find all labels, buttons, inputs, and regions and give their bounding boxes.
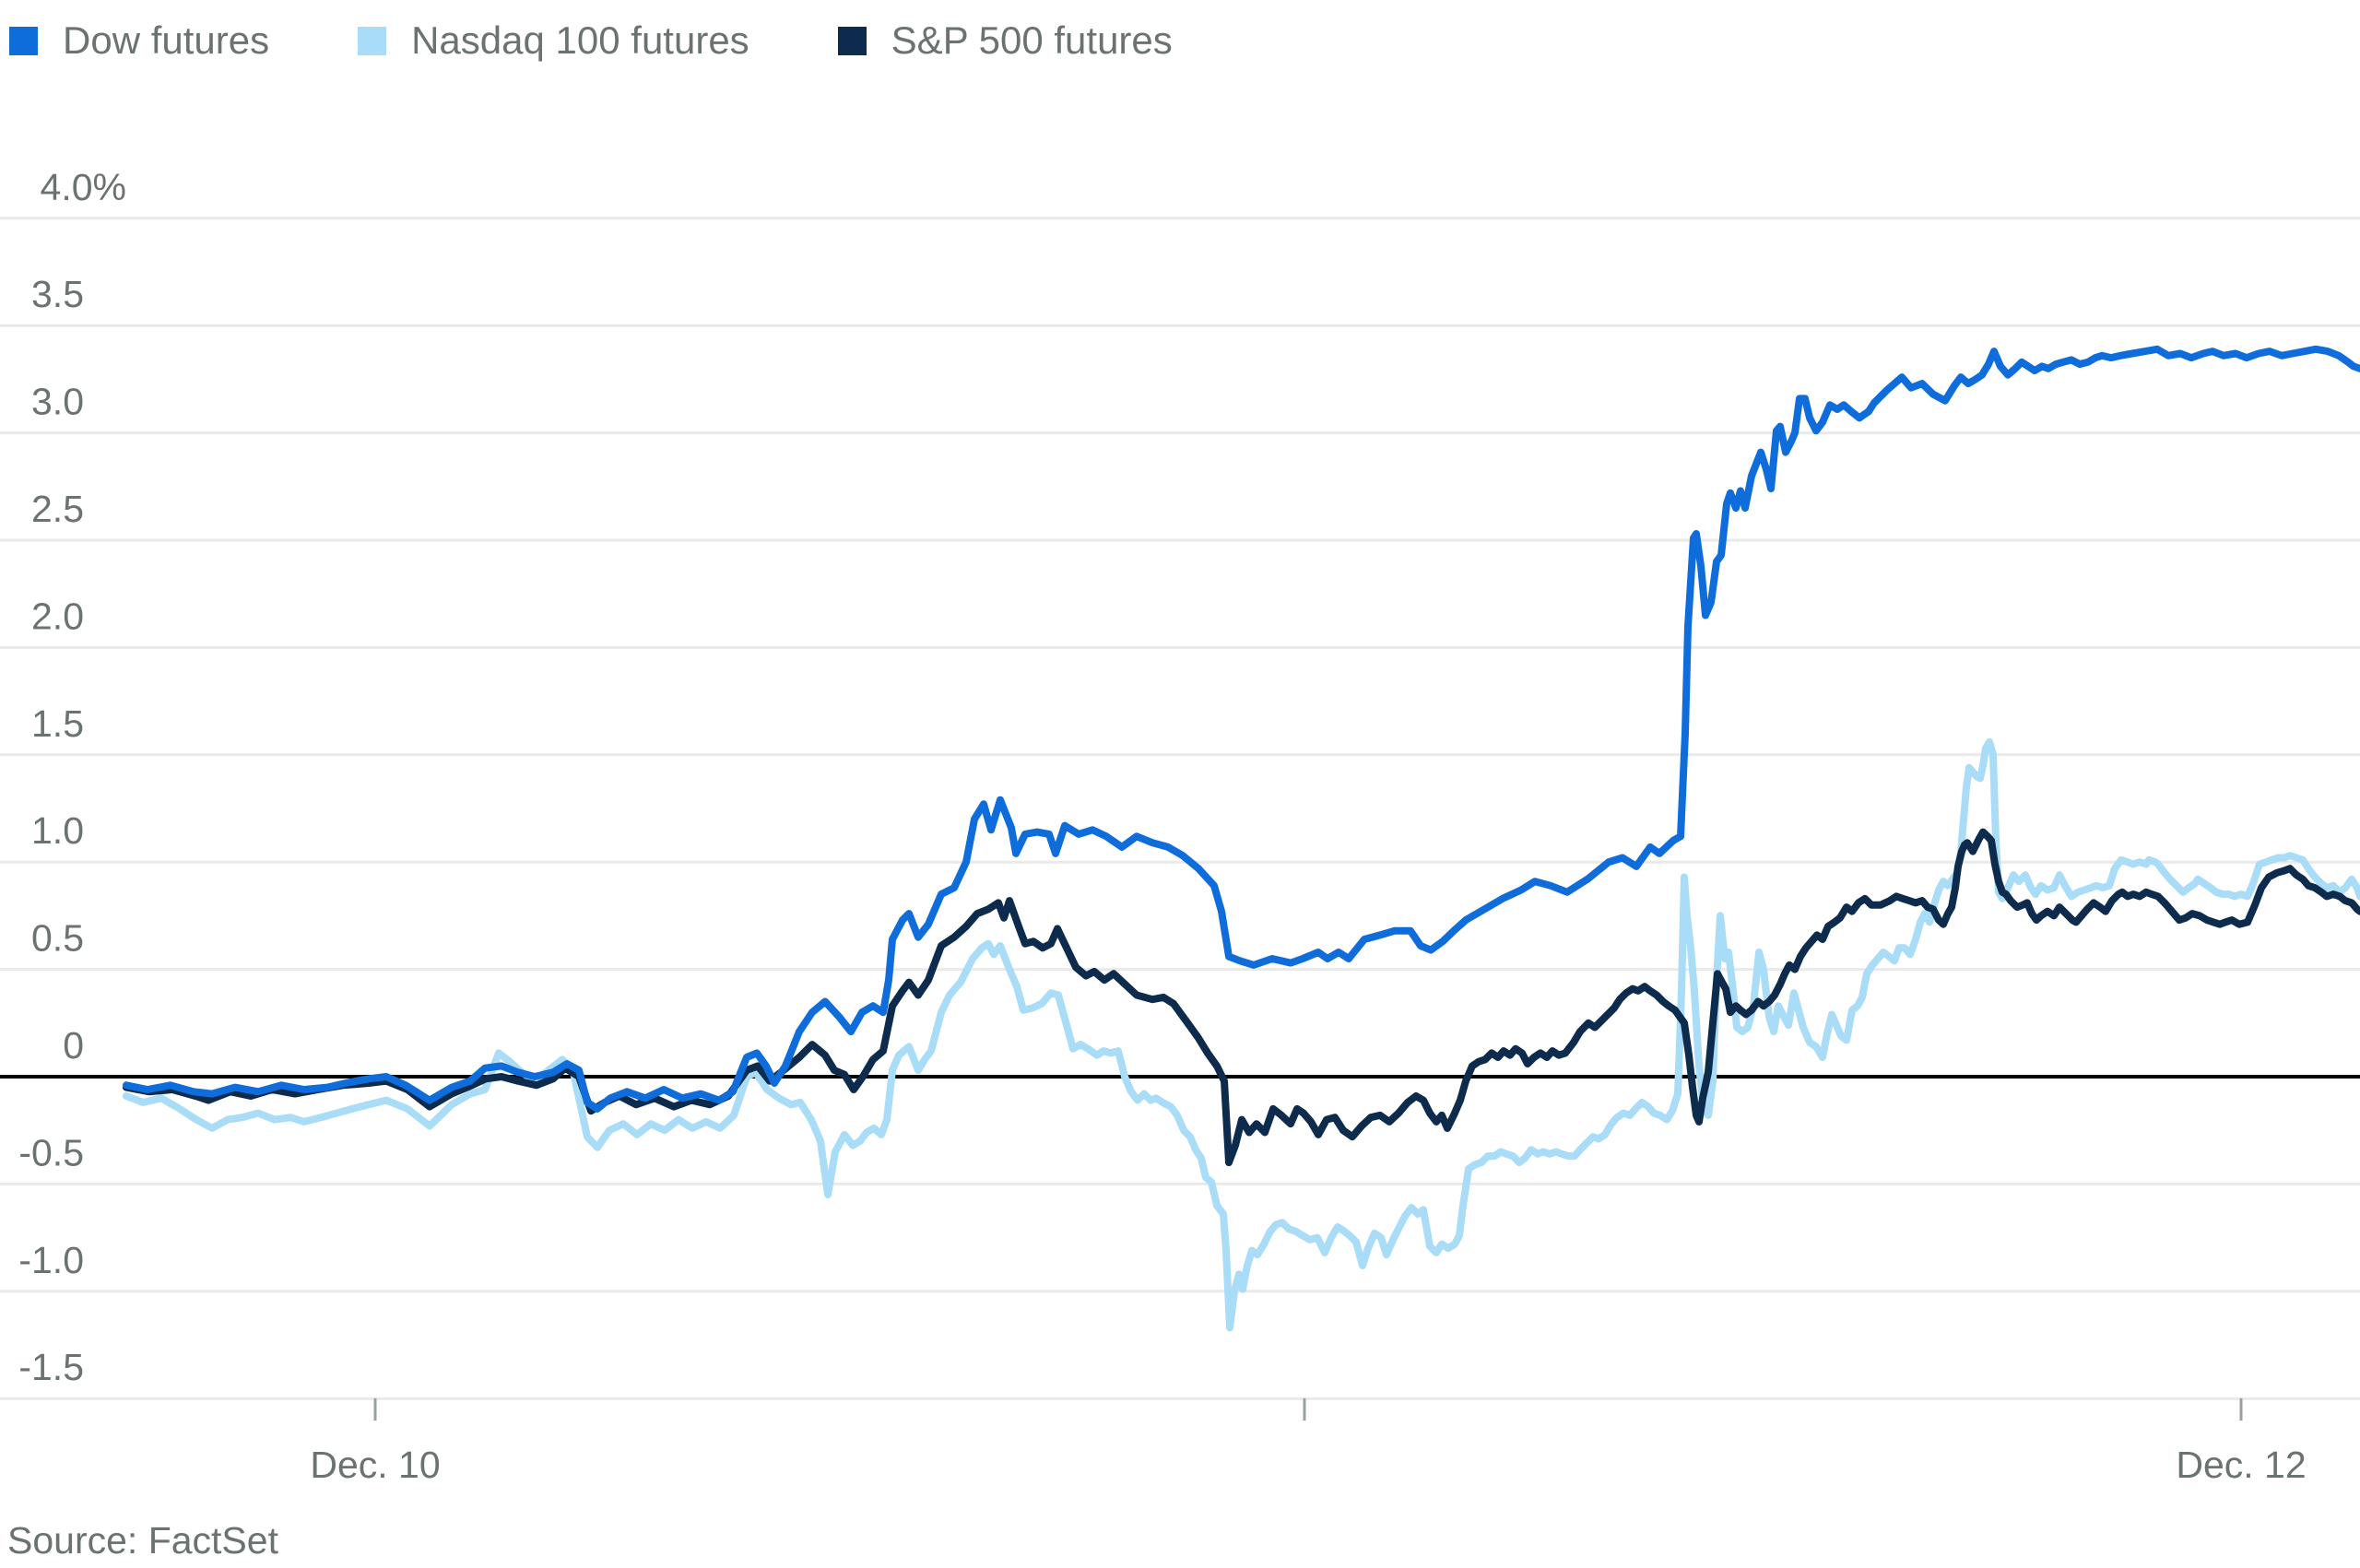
legend-swatch-nasdaq-icon: [358, 26, 387, 55]
legend-label-sp500: S&P 500 futures: [891, 18, 1173, 62]
series-line-dow-futures: [123, 345, 2360, 1113]
legend-label-dow: Dow futures: [63, 18, 270, 62]
y-axis-tick-label: 3.0: [31, 381, 84, 423]
y-axis-tick-label: 2.5: [31, 488, 84, 530]
legend-item-sp500: S&P 500 futures: [837, 18, 1173, 63]
y-axis-tick-label: 1.5: [31, 702, 84, 745]
legend-item-dow: Dow futures: [9, 18, 269, 63]
y-axis-tick-label: -1.5: [18, 1346, 84, 1388]
y-axis-tick-label: 3.5: [31, 273, 84, 315]
y-axis-tick-label: -1.0: [18, 1239, 84, 1281]
legend-swatch-sp500-icon: [837, 26, 867, 55]
x-axis-tick-label: Dec. 12: [2176, 1444, 2306, 1486]
y-axis-tick-label: 1.0: [31, 809, 84, 852]
legend-swatch-dow-icon: [9, 26, 38, 55]
chart-legend: Dow futures Nasdaq 100 futures S&P 500 f…: [9, 18, 1261, 63]
y-axis-tick-label: -0.5: [18, 1131, 84, 1173]
series-line-nasdaq-100-futures: [123, 737, 2360, 1332]
legend-item-nasdaq: Nasdaq 100 futures: [358, 18, 749, 63]
y-axis-tick-label: 4.0%: [41, 166, 126, 208]
series-line-s-p-500-futures: [123, 828, 2360, 1167]
source-attribution: Source: FactSet: [7, 1519, 278, 1562]
x-axis-tick-label: Dec. 10: [310, 1444, 440, 1486]
y-axis-tick-label: 0.5: [31, 917, 84, 960]
legend-label-nasdaq: Nasdaq 100 futures: [411, 18, 749, 62]
y-axis-tick-label: 2.0: [31, 595, 84, 637]
y-axis-tick-label: 0: [63, 1024, 84, 1067]
